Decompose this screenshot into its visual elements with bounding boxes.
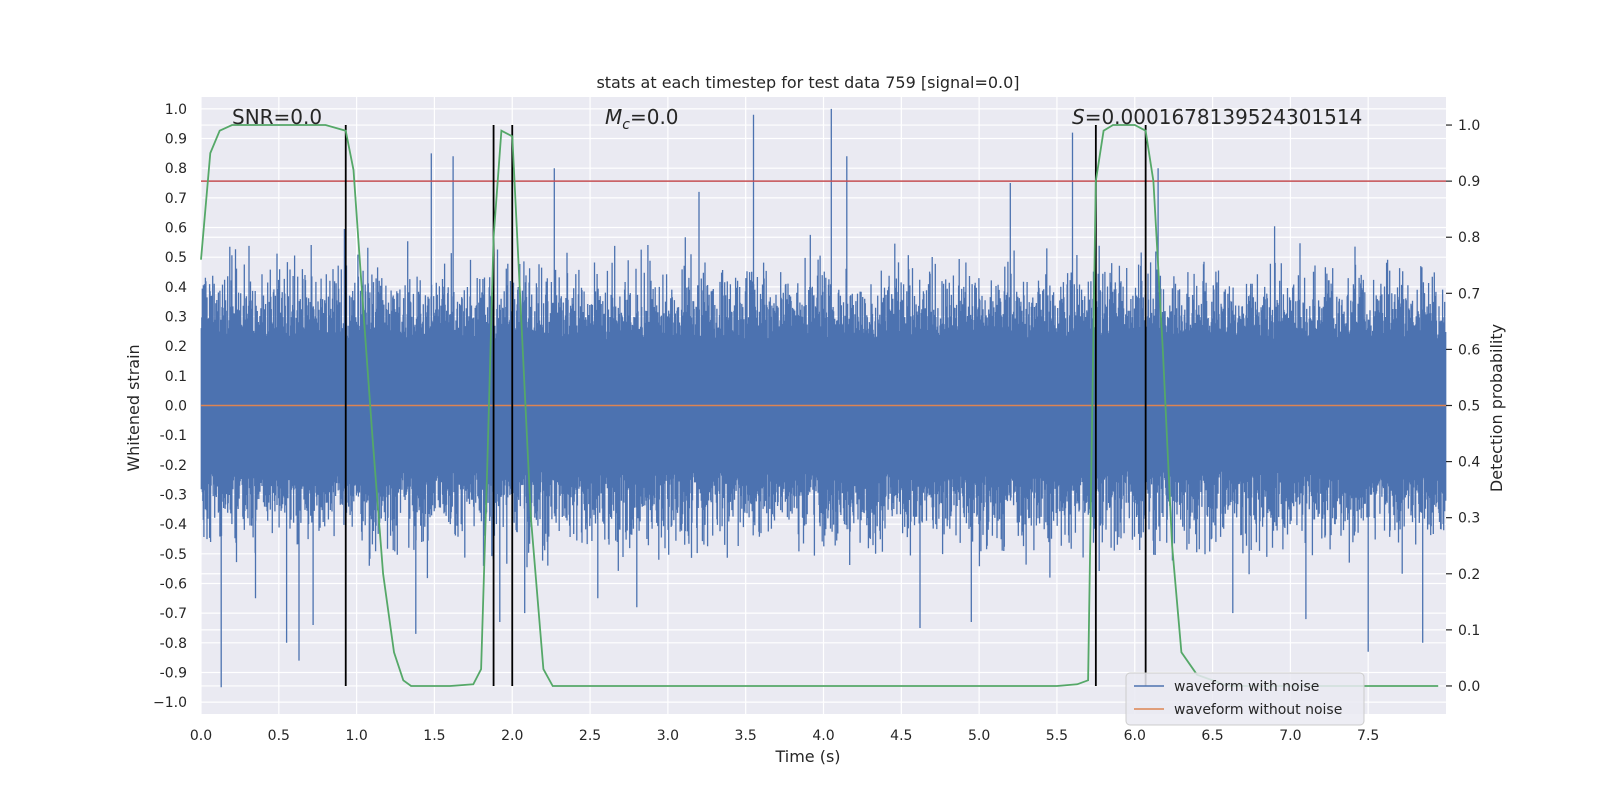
right-tick-label-4: 0.6 xyxy=(1458,342,1480,358)
y-tick-label-6: 0.4 xyxy=(165,280,187,296)
x-tick-label-5: 2.5 xyxy=(579,728,601,744)
y-tick-label-2: 0.8 xyxy=(165,161,187,177)
s-annotation: S=0.0001678139524301514 xyxy=(1072,105,1362,129)
legend-box xyxy=(1125,672,1365,726)
y-tick-label-19: -0.9 xyxy=(160,665,187,681)
y-tick-label-18: -0.8 xyxy=(160,636,187,652)
x-tick-label-6: 3.0 xyxy=(657,728,679,744)
y-tick-label-10: 0.0 xyxy=(165,399,187,415)
x-tick-label-12: 6.0 xyxy=(1124,728,1146,744)
y-tick-label-1: 0.9 xyxy=(165,132,187,148)
x-axis-ticks: 0.0 0.5 1.0 1.5 2.0 2.5 3.0 3.5 4.0 4.5 5.0 5.5 6.0 6… xyxy=(190,728,1379,744)
x-tick-label-10: 5.0 xyxy=(968,728,990,744)
right-tick-label-3: 0.7 xyxy=(1458,286,1480,302)
x-tick-label-3: 1.5 xyxy=(423,728,445,744)
right-tick-label-8: 0.2 xyxy=(1458,567,1480,583)
x-tick-label-11: 5.5 xyxy=(1046,728,1068,744)
mc-symbol: M xyxy=(605,105,622,129)
x-axis-label: Time (s) xyxy=(774,747,840,766)
right-tick-label-7: 0.3 xyxy=(1458,511,1480,527)
right-tick-label-2: 0.8 xyxy=(1458,230,1480,246)
y-tick-label-5: 0.5 xyxy=(165,250,187,266)
right-tick-label-1: 0.9 xyxy=(1458,174,1480,190)
y-tick-label-20: −1.0 xyxy=(153,695,187,711)
mc-value: =0.0 xyxy=(630,105,679,129)
y-tick-label-13: -0.3 xyxy=(160,487,187,503)
y-tick-label-9: 0.1 xyxy=(165,369,187,385)
y-tick-label-0: 1.0 xyxy=(165,102,187,118)
y-tick-label-16: -0.6 xyxy=(160,576,187,592)
y-tick-label-11: -0.1 xyxy=(160,428,187,444)
x-tick-label-8: 4.0 xyxy=(812,728,834,744)
y-tick-label-12: -0.2 xyxy=(160,458,187,474)
legend: waveform with noise waveform without noi… xyxy=(1125,672,1365,726)
x-tick-label-7: 3.5 xyxy=(735,728,757,744)
right-axis-ticks: 1.0 0.9 0.8 0.7 0.6 0.5 0.4 0.3 0.2 0.1 0.0 xyxy=(1446,118,1480,695)
right-tick-label-6: 0.4 xyxy=(1458,455,1480,471)
chart-title: stats at each timestep for test data 759… xyxy=(596,73,1019,92)
x-tick-label-1: 0.5 xyxy=(268,728,290,744)
mc-subscript: c xyxy=(622,117,630,133)
right-tick-label-9: 0.1 xyxy=(1458,623,1480,639)
x-tick-label-4: 2.0 xyxy=(501,728,523,744)
x-tick-label-15: 7.5 xyxy=(1357,728,1379,744)
s-symbol: S xyxy=(1072,105,1085,129)
right-tick-label-0: 1.0 xyxy=(1458,118,1480,134)
y-tick-label-7: 0.3 xyxy=(165,310,187,326)
s-value: =0.0001678139524301514 xyxy=(1085,105,1363,129)
y-tick-label-14: -0.4 xyxy=(160,517,187,533)
x-tick-label-0: 0.0 xyxy=(190,728,212,744)
right-axis-label: Detection probability xyxy=(1487,324,1506,492)
right-tick-label-10: 0.0 xyxy=(1458,679,1480,695)
legend-label-clean: waveform without noise xyxy=(1174,702,1342,718)
x-tick-label-14: 7.0 xyxy=(1279,728,1301,744)
y-tick-label-17: -0.7 xyxy=(160,606,187,622)
y-tick-label-3: 0.7 xyxy=(165,191,187,207)
legend-label-noise: waveform with noise xyxy=(1174,679,1319,695)
x-tick-label-9: 4.5 xyxy=(890,728,912,744)
mc-annotation: Mc=0.0 xyxy=(605,105,679,133)
probability-line xyxy=(200,124,1439,687)
x-tick-label-2: 1.0 xyxy=(345,728,367,744)
y-tick-label-8: 0.2 xyxy=(165,339,187,355)
y-tick-label-4: 0.6 xyxy=(165,221,187,237)
snr-annotation: SNR=0.0 xyxy=(232,105,322,129)
right-tick-label-5: 0.5 xyxy=(1458,399,1480,415)
y-axis-label: Whitened strain xyxy=(124,344,143,471)
y-axis-ticks: 1.0 0.9 0.8 0.7 0.6 0.5 0.4 0.3 0.2 0.1 0.0 -0.1 -0.… xyxy=(153,102,187,711)
y-tick-label-15: -0.5 xyxy=(160,547,187,563)
x-tick-label-13: 6.5 xyxy=(1201,728,1223,744)
